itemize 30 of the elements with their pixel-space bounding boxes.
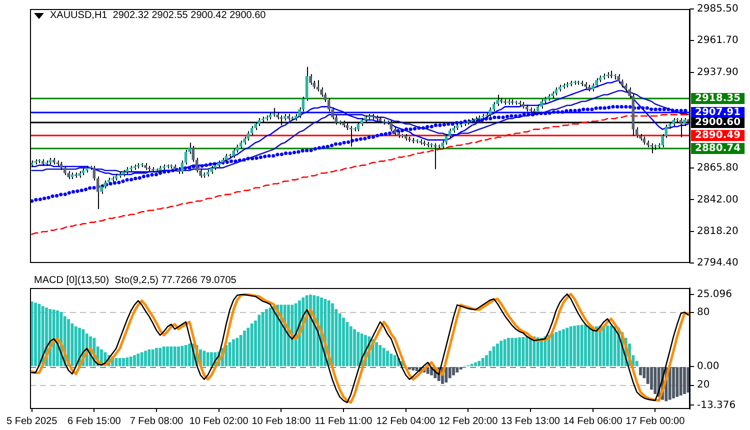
x-tick-label: 6 Feb 15:00 <box>67 416 122 427</box>
ref-line-label: 2890.49 <box>695 130 741 142</box>
x-tick-label: 17 Feb 00:00 <box>626 416 686 427</box>
y-tick-label: 2937.90 <box>697 66 738 78</box>
y-tick-label: 2865.80 <box>697 162 738 174</box>
ref-line-label: 2900.60 <box>695 117 741 128</box>
ref-line-label: 2880.74 <box>695 143 741 154</box>
x-tick-label: 12 Feb 04:00 <box>376 416 436 427</box>
ref-line-label: 2918.35 <box>695 93 741 104</box>
y-tick-label: 2961.70 <box>697 35 738 46</box>
ref-line-label: 2907.91 <box>695 107 741 118</box>
x-tick-label: 5 Feb 2025 <box>6 416 58 427</box>
x-tick-label: 12 Feb 20:00 <box>438 416 498 427</box>
y2-tick-label: 80 <box>697 306 710 318</box>
y-tick-label: 2794.40 <box>697 258 738 269</box>
y-tick-label: -13.376 <box>697 400 736 411</box>
y2-tick-label: 20 <box>697 379 710 390</box>
y-tick-label: 2818.20 <box>697 226 738 237</box>
x-tick-label: 10 Feb 02:00 <box>189 416 249 427</box>
y-tick-label: 25.096 <box>697 288 732 300</box>
y-tick-label: 0.00 <box>697 361 720 372</box>
x-tick-label: 14 Feb 06:00 <box>563 416 623 427</box>
x-tick-label: 10 Feb 18:00 <box>252 416 312 427</box>
x-tick-label: 11 Feb 11:00 <box>314 416 373 427</box>
chart-title: MACD [0](13,50) Sto(9,2,5) 77.7266 79.0705 <box>34 275 236 286</box>
x-tick-label: 13 Feb 13:00 <box>501 416 560 427</box>
y-tick-label: 2842.00 <box>697 194 738 206</box>
chart-title: XAUUSD,H1 2902.32 2902.55 2900.42 2900.60 <box>50 10 266 21</box>
y-tick-label: 2985.50 <box>697 4 738 15</box>
x-tick-label: 7 Feb 08:00 <box>130 416 184 427</box>
